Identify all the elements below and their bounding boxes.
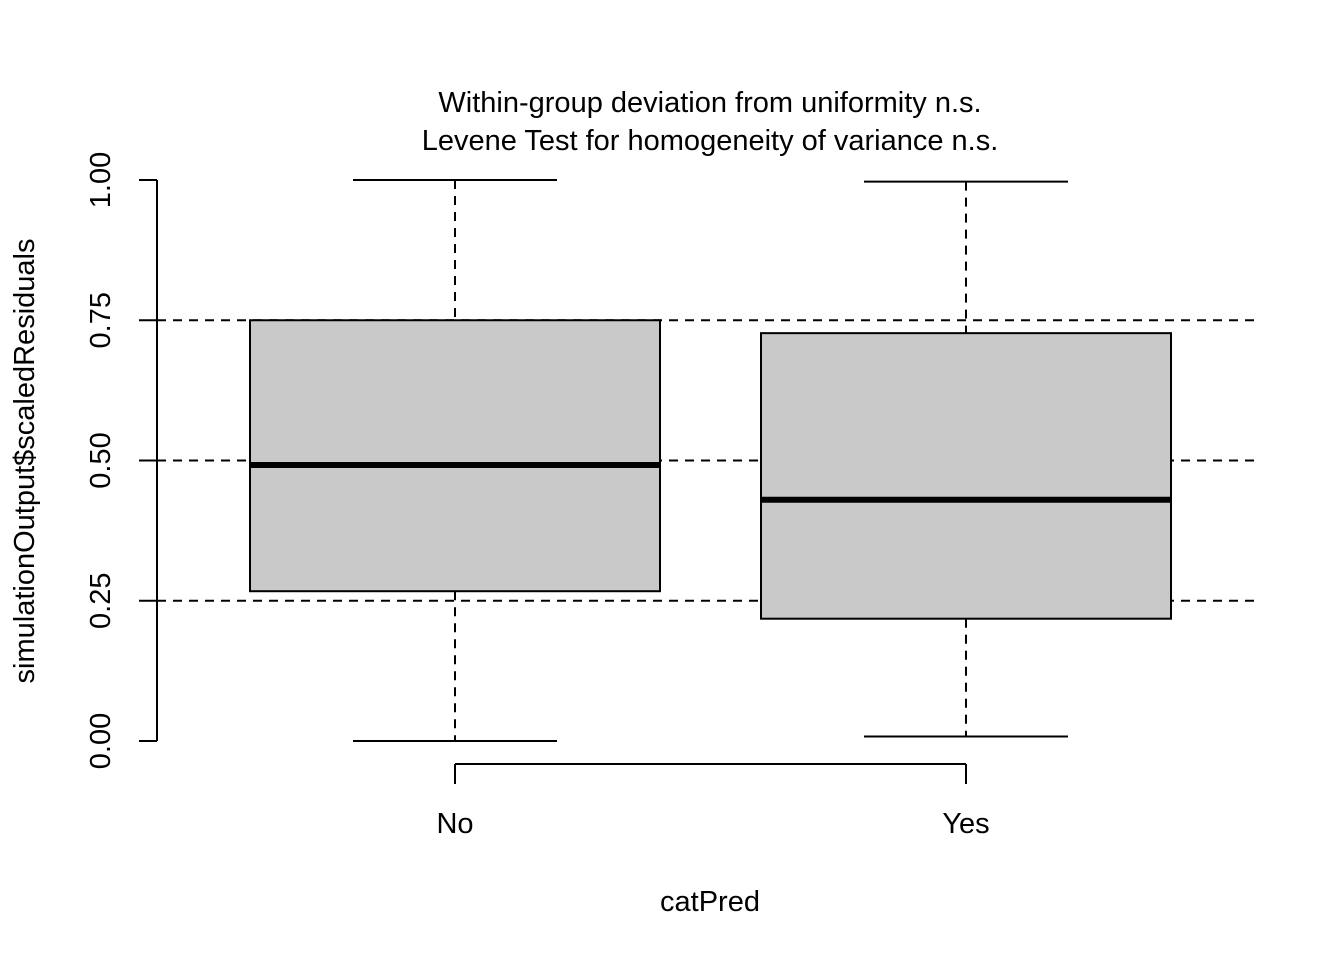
iqr-box-no [249,319,661,593]
y-tick-label-3: 0.75 [85,292,117,348]
y-tick-label-2: 0.50 [85,432,117,488]
y-axis: 0.00 0.25 0.50 0.75 1.00 [85,152,158,769]
y-tick-label-4: 1.00 [85,152,117,208]
box-yes [760,180,1172,738]
y-axis-title: simulationOutput$scaledResiduals [9,239,41,684]
box-no [249,179,661,742]
chart-title-line-1: Within-group deviation from uniformity n… [438,87,981,119]
y-tick-label-1: 0.25 [85,573,117,629]
boxes-group [249,179,1172,742]
x-axis: No Yes [436,763,990,840]
x-axis-title: catPred [660,886,760,918]
x-tick-label-yes: Yes [942,808,989,840]
x-tick-label-no: No [436,808,473,840]
y-tick-label-0: 0.00 [85,713,117,769]
chart-title-line-2: Levene Test for homogeneity of variance … [422,125,999,157]
iqr-box-yes [760,332,1172,620]
